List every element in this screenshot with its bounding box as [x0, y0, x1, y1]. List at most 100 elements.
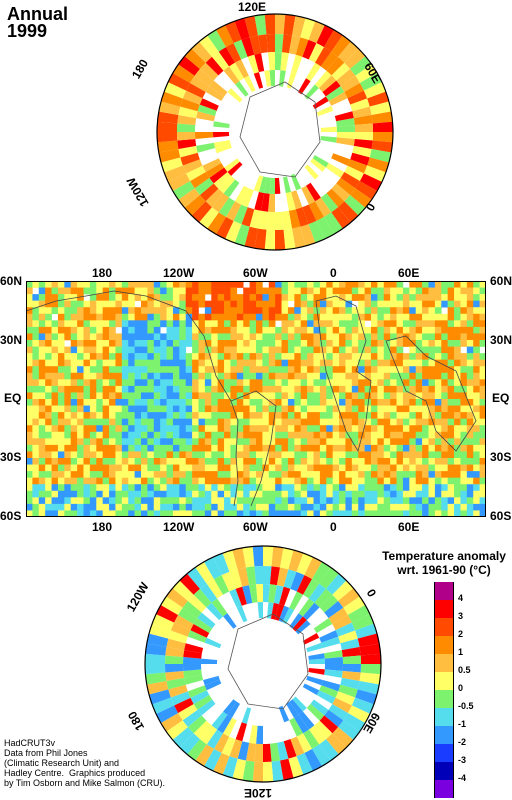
polar-cell [288, 550, 304, 572]
grid-cell [466, 366, 474, 374]
grid-cell [45, 294, 52, 301]
polar-cell [194, 69, 214, 87]
grid-cell [230, 444, 238, 452]
grid-cell [454, 320, 461, 328]
grid-cell [166, 366, 174, 374]
grid-cell [64, 451, 72, 459]
grid-cell [454, 510, 461, 517]
grid-cell [307, 320, 314, 328]
grid-cell [70, 326, 78, 334]
legend-label: -4 [458, 773, 467, 783]
grid-cell [268, 451, 276, 459]
grid-cell [153, 458, 161, 465]
grid-cell [371, 353, 378, 360]
grid-cell [396, 464, 404, 472]
grid-cell [236, 477, 244, 485]
grid-cell [185, 379, 193, 387]
grid-cell [204, 444, 212, 452]
grid-cell [83, 484, 91, 492]
grid-cell [141, 385, 148, 393]
grid-cell [224, 458, 231, 465]
grid-cell [96, 353, 103, 360]
grid-cell [364, 431, 372, 439]
grid-cell [441, 294, 448, 301]
grid-cell [390, 353, 397, 360]
grid-cell [185, 340, 193, 347]
grid-cell [121, 326, 129, 334]
grid-cell [198, 490, 206, 498]
grid-cell [51, 497, 59, 505]
grid-cell [166, 281, 174, 288]
grid-cell [57, 392, 65, 400]
grid-cell [326, 451, 333, 459]
polar-cell [199, 207, 219, 229]
grid-cell [211, 412, 218, 419]
grid-cell [371, 425, 378, 433]
polar-cell [276, 741, 289, 761]
grid-cell [172, 281, 180, 288]
polar-cell [156, 705, 179, 723]
grid-cell [96, 497, 103, 505]
grid-cell [313, 372, 321, 380]
grid-cell [26, 333, 33, 341]
grid-cell [83, 281, 91, 288]
grid-cell [166, 399, 174, 406]
grid-cell [441, 281, 448, 288]
grid-cell [172, 412, 180, 419]
grid-cell [434, 471, 442, 478]
grid-cell [262, 451, 270, 459]
grid-cell [51, 307, 59, 315]
grid-cell [390, 458, 397, 465]
polar-cell [146, 681, 169, 695]
grid-cell [447, 392, 455, 400]
grid-cell [128, 287, 135, 295]
grid-cell [447, 353, 455, 360]
grid-cell [422, 372, 429, 380]
polar-cell [196, 142, 216, 153]
grid-cell [319, 399, 327, 406]
grid-cell [147, 503, 155, 511]
grid-cell [224, 418, 231, 426]
grid-cell [134, 484, 142, 492]
grid-cell [377, 320, 385, 328]
grid-cell [236, 366, 244, 374]
grid-cell [204, 326, 212, 334]
grid-cell [109, 372, 116, 380]
legend-title: Temperature anomaly wrt. 1961-90 (°C) [376, 549, 512, 577]
grid-cell [243, 418, 250, 426]
polar-cell [353, 114, 373, 126]
grid-cell [26, 399, 33, 406]
polar-cell [331, 183, 351, 202]
polar-cell [312, 155, 329, 168]
grid-cell [396, 471, 404, 478]
grid-cell [185, 490, 193, 498]
grid-cell [192, 412, 199, 419]
grid-cell [204, 497, 212, 505]
grid-cell [89, 412, 97, 419]
grid-cell [447, 438, 455, 446]
grid-cell [160, 300, 167, 308]
grid-cell [249, 300, 257, 308]
polar-cell [157, 132, 178, 143]
grid-cell [300, 418, 308, 426]
polar-cell [344, 83, 364, 99]
grid-cell [243, 353, 250, 360]
grid-cell [473, 281, 480, 288]
grid-cell [249, 399, 257, 406]
grid-cell [307, 326, 314, 334]
grid-cell [224, 471, 231, 478]
grid-cell [307, 451, 314, 459]
grid-cell [185, 477, 193, 485]
grid-cell [326, 346, 333, 354]
grid-cell [281, 346, 289, 354]
grid-cell [313, 346, 321, 354]
grid-cell [345, 346, 353, 354]
grid-cell [428, 471, 436, 478]
grid-cell [249, 313, 257, 321]
grid-cell [345, 477, 353, 485]
grid-cell [345, 399, 353, 406]
grid-cell [409, 385, 417, 393]
grid-cell [275, 313, 282, 321]
grid-cell [441, 451, 448, 459]
grid-cell [307, 359, 314, 367]
